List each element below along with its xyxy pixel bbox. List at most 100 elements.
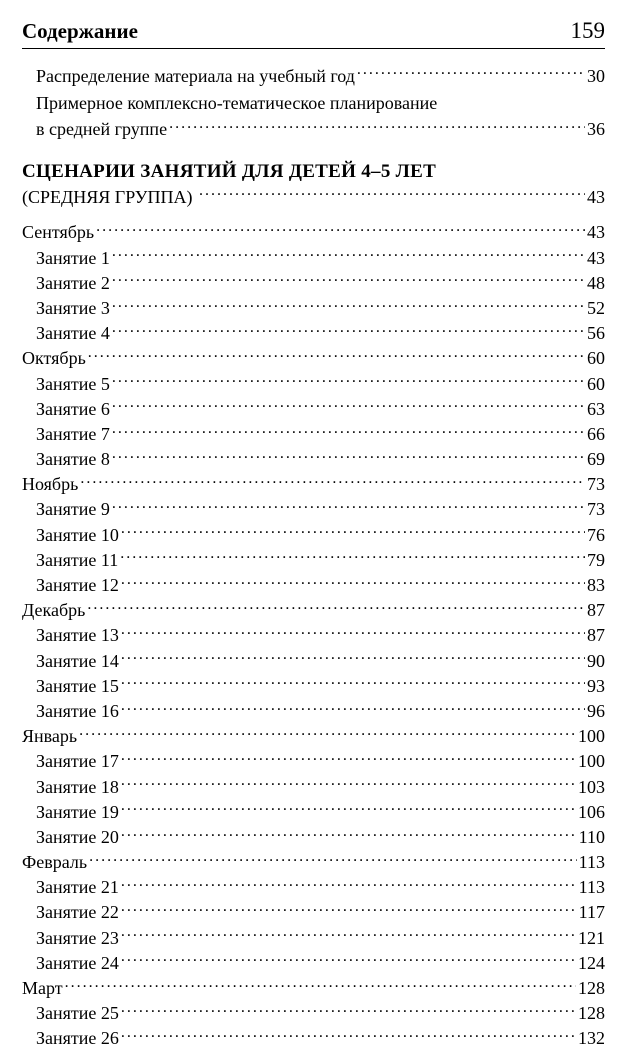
lesson-2-2-label: Занятие 11 [36,548,118,573]
lesson-0-1-label: Занятие 2 [36,271,110,296]
month-3-page: 87 [587,598,605,623]
leader-dots [121,926,576,944]
leader-dots [121,900,577,918]
lesson-5-2-label: Занятие 23 [36,926,119,951]
lesson-4-1: Занятие 18 103 [22,775,605,800]
leader-dots [199,185,585,203]
lesson-1-1: Занятие 6 63 [22,397,605,422]
lesson-1-1-label: Занятие 6 [36,397,110,422]
leader-dots [112,447,585,465]
preface-entry-1: в средней группе36 [22,116,605,143]
leader-dots [121,523,585,541]
lesson-2-2: Занятие 1179 [22,548,605,573]
lesson-4-3: Занятие 20 110 [22,825,605,850]
lesson-1-2-page: 66 [587,422,605,447]
leader-dots [121,674,585,692]
lesson-1-0-page: 60 [587,372,605,397]
leader-dots [121,623,585,641]
lesson-5-0-label: Занятие 21 [36,875,119,900]
leader-dots [112,372,585,390]
month-4-page: 100 [578,724,605,749]
lesson-4-3-page: 110 [579,825,605,850]
month-0-label: Сентябрь [22,220,94,245]
leader-dots [65,976,576,994]
leader-dots [121,800,576,818]
leader-dots [112,397,585,415]
month-0: Сентябрь 43 [22,220,605,245]
lesson-3-0: Занятие 1387 [22,623,605,648]
month-1-label: Октябрь [22,346,86,371]
section-subtitle: (СРЕДНЯЯ ГРУППА) [22,185,193,211]
leader-dots [120,548,585,566]
month-2-page: 73 [587,472,605,497]
month-4: Январь 100 [22,724,605,749]
lesson-1-2: Занятие 7 66 [22,422,605,447]
lesson-4-2-label: Занятие 19 [36,800,119,825]
lesson-4-1-label: Занятие 18 [36,775,119,800]
lesson-5-1-page: 117 [579,900,605,925]
month-3-label: Декабрь [22,598,85,623]
leader-dots [87,598,585,616]
lesson-3-3-page: 96 [587,699,605,724]
lesson-0-2-label: Занятие 3 [36,296,110,321]
month-5-label: Февраль [22,850,87,875]
lesson-5-3: Занятие 24124 [22,951,605,976]
leader-dots [112,497,585,515]
month-0-page: 43 [587,220,605,245]
header-title: Содержание [22,19,138,44]
month-6-label: Март [22,976,63,1001]
lesson-3-1-page: 90 [587,649,605,674]
lesson-0-2-page: 52 [587,296,605,321]
lesson-5-2: Занятие 23 121 [22,926,605,951]
leader-dots [121,825,577,843]
leader-dots [121,951,576,969]
lesson-2-1-page: 76 [587,523,605,548]
preface-entry-1-label: в средней группе [36,116,167,143]
month-4-label: Январь [22,724,77,749]
lesson-2-0-label: Занятие 9 [36,497,110,522]
month-5: Февраль 113 [22,850,605,875]
lesson-4-0: Занятие 17100 [22,749,605,774]
lesson-2-0-page: 73 [587,497,605,522]
preface-entry-0-page: 30 [587,63,605,90]
leader-dots [121,1026,576,1044]
leader-dots [121,573,585,591]
preface-entry-0-label: Распределение материала на учебный год [36,63,355,90]
lesson-4-2-page: 106 [578,800,605,825]
lesson-1-1-page: 63 [587,397,605,422]
lesson-4-1-page: 103 [578,775,605,800]
toc-months: Сентябрь43Занятие 143Занятие 248Занятие … [22,220,605,1051]
lesson-0-2: Занятие 3 52 [22,296,605,321]
lesson-3-2: Занятие 1593 [22,674,605,699]
lesson-2-0: Занятие 9 73 [22,497,605,522]
lesson-5-1-label: Занятие 22 [36,900,119,925]
lesson-1-2-label: Занятие 7 [36,422,110,447]
lesson-4-2: Занятие 19 106 [22,800,605,825]
lesson-3-3-label: Занятие 16 [36,699,119,724]
lesson-5-3-label: Занятие 24 [36,951,119,976]
lesson-6-1: Занятие 26132 [22,1026,605,1051]
lesson-4-3-label: Занятие 20 [36,825,119,850]
section-page: 43 [587,185,605,211]
preface-entry-1-line-0: Примерное комплексно-тематическое планир… [22,90,605,117]
lesson-3-0-label: Занятие 13 [36,623,119,648]
lesson-5-0: Занятие 21113 [22,875,605,900]
leader-dots [88,346,585,364]
lesson-4-0-label: Занятие 17 [36,749,119,774]
lesson-1-3-page: 69 [587,447,605,472]
header-row: Содержание 159 [22,18,605,49]
leader-dots [112,246,585,264]
lesson-1-0-label: Занятие 5 [36,372,110,397]
lesson-6-0-page: 128 [578,1001,605,1026]
lesson-5-2-page: 121 [578,926,605,951]
lesson-0-1-page: 48 [587,271,605,296]
section-subtitle-line: (СРЕДНЯЯ ГРУППА) 43 [22,185,605,211]
lesson-2-1: Занятие 1076 [22,523,605,548]
lesson-2-3-label: Занятие 12 [36,573,119,598]
section-title: СЦЕНАРИИ ЗАНЯТИЙ ДЛЯ ДЕТЕЙ 4–5 ЛЕТ [22,161,605,183]
leader-dots [121,649,585,667]
month-5-page: 113 [579,850,605,875]
leader-dots [112,321,585,339]
lesson-1-3-label: Занятие 8 [36,447,110,472]
leader-dots [357,64,585,82]
